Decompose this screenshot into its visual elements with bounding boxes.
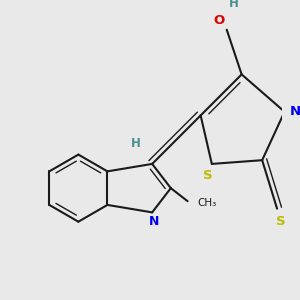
Text: CH₃: CH₃ — [197, 198, 216, 208]
Text: H: H — [130, 137, 140, 150]
Text: S: S — [276, 215, 286, 228]
Text: N: N — [149, 215, 159, 228]
Text: S: S — [203, 169, 213, 182]
Text: H: H — [229, 0, 239, 10]
Text: N: N — [290, 105, 300, 118]
Text: O: O — [214, 14, 225, 27]
